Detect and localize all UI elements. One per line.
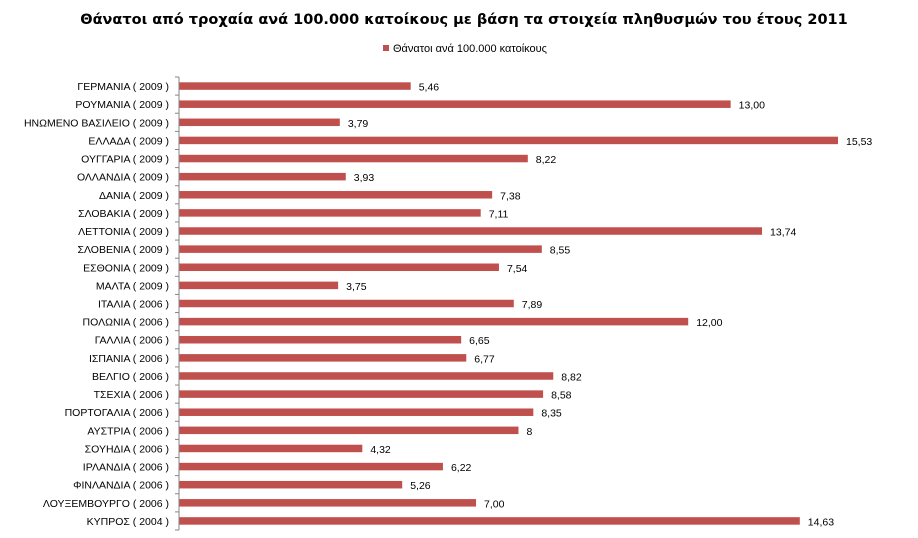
category-label: ΕΣΘΟΝΙΑ ( 2009 ) <box>83 262 169 274</box>
data-label: 5,26 <box>410 480 431 492</box>
data-label: 8,55 <box>550 245 571 257</box>
bar <box>179 426 519 435</box>
bar <box>179 372 554 380</box>
category-label: ΠΟΡΤΟΓΑΛΙΑ ( 2006 ) <box>65 407 169 419</box>
data-label: 14,63 <box>808 516 834 528</box>
data-label: 8 <box>526 426 532 438</box>
bar <box>179 82 411 90</box>
data-label: 7,54 <box>507 263 528 275</box>
category-label: ΙΤΑΛΙΑ ( 2006 ) <box>98 299 169 311</box>
data-label: 6,22 <box>451 462 472 474</box>
bar <box>179 227 763 235</box>
data-label: 12,00 <box>696 317 722 329</box>
bar <box>179 317 689 326</box>
bar <box>179 191 493 199</box>
category-label: ΔΑΝΙΑ ( 2009 ) <box>99 190 169 202</box>
category-label: ΚΥΠΡΟΣ ( 2004 ) <box>87 516 169 528</box>
data-label: 7,00 <box>484 498 505 510</box>
bar <box>179 335 462 344</box>
bar <box>179 136 838 145</box>
category-label: ΕΛΛΑΔΑ ( 2009 ) <box>88 135 169 147</box>
bar <box>179 444 363 453</box>
data-label: 7,89 <box>522 299 543 311</box>
data-label: 6,65 <box>469 335 490 347</box>
bar <box>179 480 403 489</box>
data-label: 3,93 <box>354 172 375 184</box>
category-label: ΓΕΡΜΑΝΙΑ ( 2009 ) <box>77 81 169 93</box>
data-label: 8,82 <box>561 371 582 383</box>
data-label: 3,79 <box>348 118 369 130</box>
category-label: ΜΑΛΤΑ ( 2009 ) <box>96 280 169 292</box>
bar <box>179 172 346 181</box>
category-label: ΙΡΛΑΝΔΙΑ ( 2006 ) <box>83 462 169 474</box>
bar <box>179 390 544 398</box>
category-label: ΠΟΛΩΝΙΑ ( 2006 ) <box>83 317 169 329</box>
data-label: 13,74 <box>770 227 796 239</box>
data-label: 3,75 <box>346 281 367 293</box>
data-label: 6,77 <box>474 353 495 365</box>
category-label: ΣΟΥΗΔΙΑ ( 2006 ) <box>85 443 169 455</box>
data-label: 7,11 <box>489 208 509 220</box>
bar <box>179 299 514 308</box>
bar <box>179 100 731 108</box>
legend-swatch <box>383 45 389 51</box>
category-label: ΗΝΩΜΕΝΟ ΒΑΣΙΛΕΙΟ ( 2009 ) <box>24 117 169 129</box>
category-label: ΛΕΤΤΟΝΙΑ ( 2009 ) <box>78 226 169 238</box>
category-label: ΣΛΟΒΑΚΙΑ ( 2009 ) <box>78 208 169 220</box>
bar <box>179 263 499 272</box>
bar <box>179 209 481 217</box>
bar <box>179 462 443 471</box>
data-label: 13,00 <box>739 100 765 112</box>
bar <box>179 354 467 362</box>
category-label: ΡΟΥΜΑΝΙΑ ( 2009 ) <box>75 99 169 111</box>
bar <box>179 154 528 163</box>
bar <box>179 499 477 507</box>
category-label: ΙΣΠΑΝΙΑ ( 2006 ) <box>89 353 169 365</box>
data-label: 8,22 <box>536 154 557 166</box>
legend-label: Θάνατοι ανά 100.000 κατοίκους <box>393 43 547 55</box>
data-label: 4,32 <box>370 444 391 456</box>
bar <box>179 408 534 416</box>
category-label: ΒΕΛΓΙΟ ( 2006 ) <box>92 371 169 383</box>
category-label: ΛΟΥΞΕΜΒΟΥΡΓΟ ( 2006 ) <box>43 498 169 510</box>
category-label: ΓΑΛΛΙΑ ( 2006 ) <box>95 335 169 347</box>
data-label: 8,35 <box>541 408 562 420</box>
category-label: ΟΥΓΓΑΡΙΑ ( 2009 ) <box>81 154 169 166</box>
bar <box>179 281 339 290</box>
bar <box>179 118 340 127</box>
bar <box>179 517 800 525</box>
category-label: ΑΥΣΤΡΙΑ ( 2006 ) <box>87 425 169 437</box>
data-label: 8,58 <box>551 390 572 402</box>
bar <box>179 245 542 253</box>
legend: Θάνατοι ανά 100.000 κατοίκους <box>383 43 547 55</box>
category-label: ΤΣΕΧΙΑ ( 2006 ) <box>94 389 169 401</box>
data-label: 15,53 <box>846 136 872 148</box>
category-label: ΟΛΛΑΝΔΙΑ ( 2009 ) <box>77 172 169 184</box>
category-label: ΣΛΟΒΕΝΙΑ ( 2009 ) <box>78 244 170 256</box>
chart-title: Θάνατοι από τροχαία ανά 100.000 κατοίκου… <box>80 12 847 28</box>
data-label: 7,38 <box>500 190 521 202</box>
category-label: ΦΙΝΛΑΝΔΙΑ ( 2006 ) <box>73 480 169 492</box>
plot-area: ΓΕΡΜΑΝΙΑ ( 2009 ) 5,46 ΡΟΥΜΑΝΙΑ ( 2009 ) 13… <box>24 76 872 531</box>
data-label: 5,46 <box>419 82 440 94</box>
